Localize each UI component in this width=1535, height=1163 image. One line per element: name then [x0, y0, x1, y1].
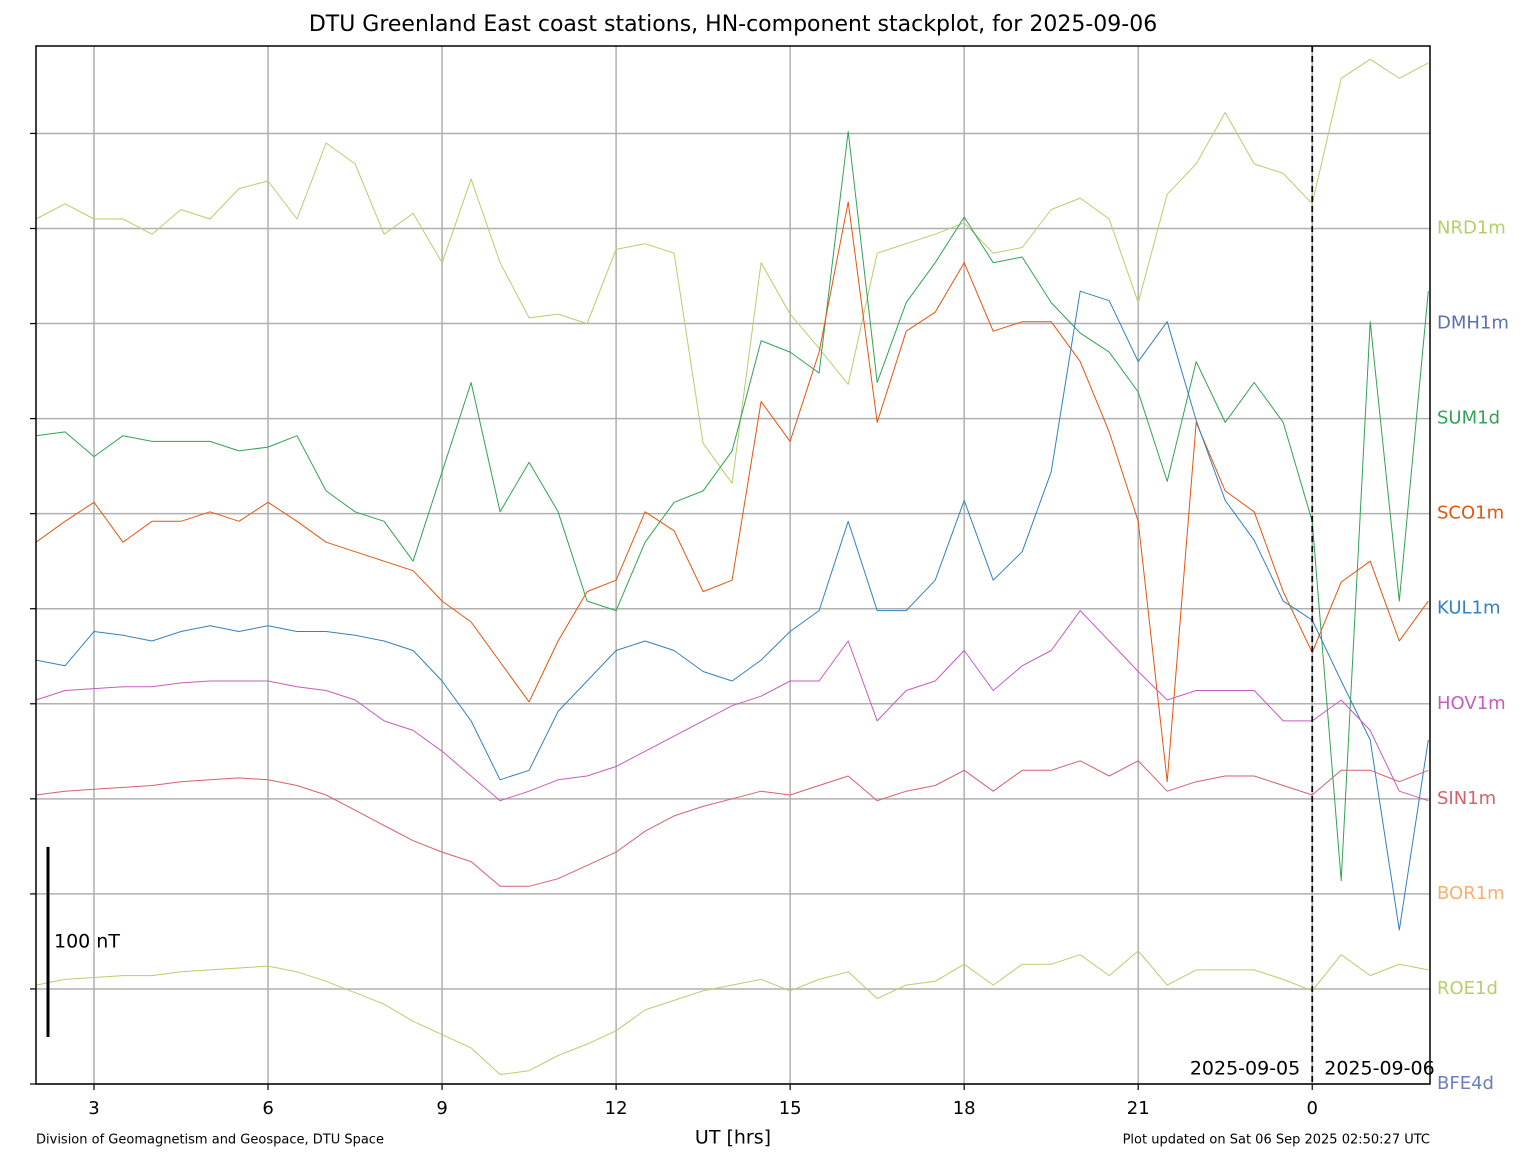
x-tick-label: 9: [436, 1098, 447, 1119]
series-label: KUL1m: [1437, 598, 1501, 619]
x-tick-label: 18: [953, 1098, 976, 1119]
chart-title: DTU Greenland East coast stations, HN-co…: [309, 12, 1157, 37]
x-tick-label: 3: [88, 1098, 99, 1119]
x-tick-label: 21: [1127, 1098, 1150, 1119]
x-axis-label: UT [hrs]: [695, 1127, 771, 1149]
plot-lines: [36, 58, 1429, 1075]
series-label: BOR1m: [1437, 883, 1505, 904]
series-line: [36, 131, 1429, 882]
x-tick-label: 0: [1307, 1098, 1318, 1119]
series-line: [36, 290, 1429, 931]
day-label: 2025-09-05: [1190, 1058, 1300, 1080]
footer-left: Division of Geomagnetism and Geospace, D…: [36, 1133, 384, 1148]
series-label: HOV1m: [1437, 693, 1506, 714]
series-line: [36, 760, 1429, 887]
series-line: [36, 610, 1429, 802]
scale-bar-label: 100 nT: [54, 930, 120, 952]
series-label: NRD1m: [1437, 218, 1506, 239]
x-tick-label: 6: [262, 1098, 273, 1119]
series-line: [36, 950, 1429, 1075]
x-tick-label: 12: [605, 1098, 628, 1119]
series-label: SUM1d: [1437, 408, 1500, 429]
series-label: DMH1m: [1437, 313, 1509, 334]
series-label: BFE4d: [1437, 1073, 1494, 1094]
series-line: [36, 58, 1429, 484]
x-tick-label: 15: [779, 1098, 802, 1119]
plot-frame: [35, 45, 1431, 1085]
series-label: SIN1m: [1437, 788, 1496, 809]
series-label: SCO1m: [1437, 503, 1504, 524]
footer-right: Plot updated on Sat 06 Sep 2025 02:50:27…: [1123, 1133, 1430, 1148]
series-label: ROE1d: [1437, 978, 1498, 999]
day-label: 2025-09-06: [1324, 1058, 1434, 1080]
series-line: [36, 201, 1429, 783]
